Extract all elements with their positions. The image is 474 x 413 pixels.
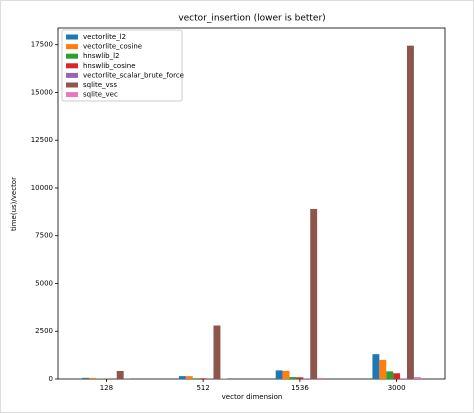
bar xyxy=(213,325,221,379)
bar xyxy=(310,208,318,379)
bar xyxy=(89,377,97,379)
legend-box xyxy=(61,29,183,102)
legend-swatch xyxy=(66,63,78,69)
legend-label: vectorlite_cosine xyxy=(83,43,142,51)
bar xyxy=(413,377,421,379)
bar xyxy=(116,370,124,379)
y-tick-label: 2500 xyxy=(35,327,53,335)
legend-label: sqlite_vec xyxy=(83,91,118,99)
legend-swatch xyxy=(66,72,78,78)
x-tick-label: 128 xyxy=(100,384,113,392)
bar xyxy=(386,371,394,379)
legend-label: vectorlite_l2 xyxy=(83,33,126,41)
bar xyxy=(406,45,414,380)
legend-label: vectorlite_scalar_brute_force xyxy=(83,71,184,79)
y-tick-label: 0 xyxy=(49,375,53,383)
bar xyxy=(275,370,283,379)
bar xyxy=(185,376,193,379)
bar xyxy=(192,378,200,379)
y-tick-label: 12500 xyxy=(31,136,53,144)
y-tick-label: 7500 xyxy=(35,232,53,240)
x-axis-label: vector dimension xyxy=(222,393,283,401)
y-tick-label: 15000 xyxy=(31,88,53,96)
bar xyxy=(199,378,207,379)
legend-swatch xyxy=(66,44,78,50)
chart-title: vector_insertion (lower is better) xyxy=(178,14,325,24)
bar xyxy=(393,373,401,379)
bar xyxy=(289,377,297,379)
y-tick-label: 17500 xyxy=(31,41,53,49)
x-tick-label: 512 xyxy=(196,384,209,392)
bar xyxy=(400,378,407,379)
plot-frame xyxy=(57,27,446,380)
bar xyxy=(178,376,186,379)
bar xyxy=(296,377,304,379)
x-tick-label: 3000 xyxy=(388,384,406,392)
bar xyxy=(82,377,90,379)
y-tick-label: 10000 xyxy=(31,184,53,192)
legend-swatch xyxy=(66,53,78,59)
bar xyxy=(379,359,387,379)
bar xyxy=(282,370,290,379)
legend-label: hnswlib_cosine xyxy=(83,62,136,70)
y-axis-label: time(us)/vector xyxy=(10,177,18,231)
bar xyxy=(372,354,380,379)
legend-swatch xyxy=(66,92,78,98)
x-tick-label: 1536 xyxy=(291,384,309,392)
legend-label: sqlite_vss xyxy=(83,81,117,89)
bar xyxy=(317,377,325,379)
y-tick-label: 5000 xyxy=(35,279,53,287)
legend-swatch xyxy=(66,34,78,40)
legend-swatch xyxy=(66,82,78,88)
legend-label: hnswlib_l2 xyxy=(83,52,119,60)
